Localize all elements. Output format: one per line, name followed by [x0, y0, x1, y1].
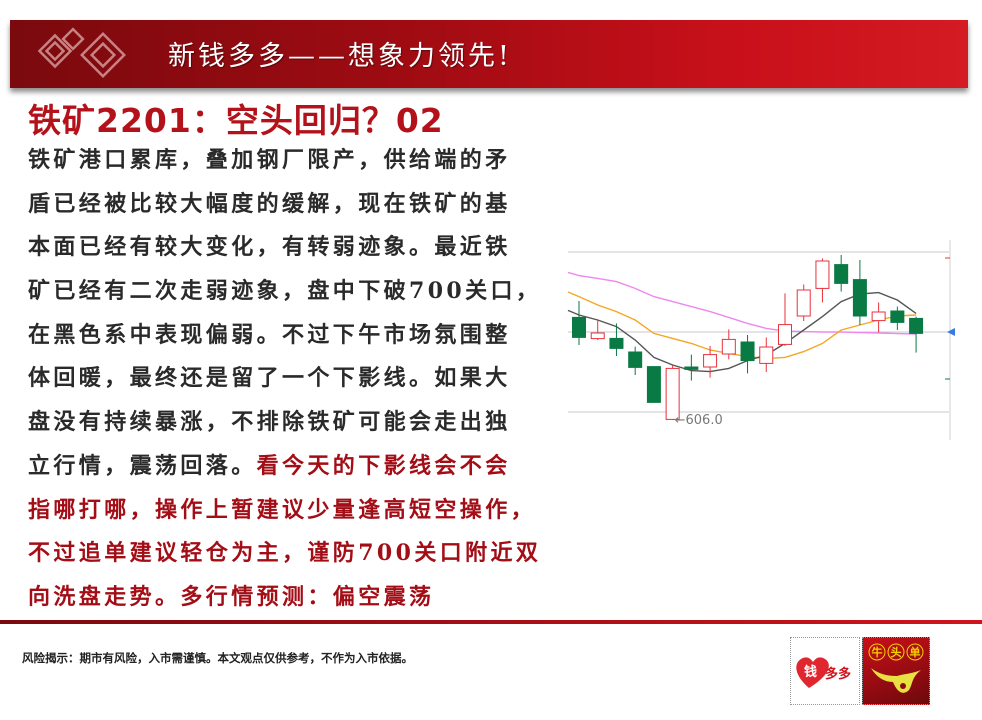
highlight-text: 向洗盘走势。多行情预测：偏空震荡: [28, 583, 435, 610]
text-line: 指哪打哪，操作上暂建议少量逢高短空操作，: [28, 493, 568, 537]
text-line: 矿已经有二次走弱迹象，盘中下破700关口，: [28, 274, 568, 318]
candle-body: [665, 367, 680, 420]
knot-pattern-logo: [37, 27, 126, 78]
body-text-segment: 在黑色系中表现偏弱。不过下午市场氛围整: [28, 321, 511, 348]
candlestick-chart: ←606.0: [567, 240, 955, 440]
article-body: 铁矿港口累库，叠加钢厂限产，供给端的矛 盾已经被比较大幅度的缓解，现在铁矿的基 本面…: [28, 143, 568, 624]
svg-text:单: 单: [910, 645, 921, 659]
candle-body: [703, 354, 718, 368]
body-text-segment: 铁矿港口累库，叠加钢厂限产，供给端的矛: [28, 147, 511, 173]
body-text-segment: 本面已经有较大变化，有转弱迹象。最近铁: [28, 234, 511, 261]
candle-body: [721, 338, 736, 355]
svg-text:钱: 钱: [804, 664, 817, 680]
header-banner: 新钱多多——想象力领先!: [10, 20, 968, 88]
svg-text:牛: 牛: [872, 645, 883, 659]
text-line: 立行情，震荡回落。看今天的下影线会不会: [28, 449, 568, 493]
svg-text:多多: 多多: [825, 666, 851, 682]
divider: [0, 620, 982, 624]
candle-body: [909, 317, 924, 334]
low-price-annotation: ←606.0: [675, 413, 723, 428]
candle-body: [834, 264, 849, 284]
candle-body: [590, 332, 605, 340]
risk-disclaimer: 风险揭示：期市有风险，入市需谨慎。本文观点仅供参考，不作为入市依据。: [22, 651, 413, 665]
candle-body: [684, 366, 699, 370]
candle-body: [852, 279, 867, 317]
body-text-segment: 立行情，震荡回落。: [28, 452, 257, 479]
candle-body: [890, 310, 905, 323]
text-line: 在黑色系中表现偏弱。不过下午市场氛围整: [28, 318, 568, 362]
text-line: 盾已经被比较大幅度的缓解，现在铁矿的基: [28, 187, 568, 231]
candle-body: [628, 351, 643, 368]
svg-text:头: 头: [891, 645, 902, 659]
text-line: 不过追单建议轻仓为主，谨防700关口附近双: [28, 536, 568, 580]
candle-body: [609, 337, 624, 349]
candle-body: [646, 366, 661, 403]
candle-body: [871, 311, 886, 322]
heart-logo-icon: 钱 多多: [796, 657, 851, 688]
body-text-segment: 矿已经有二次走弱迹象，盘中下破700关口，: [28, 278, 542, 305]
qianduoduo-logo: 钱 多多: [790, 637, 860, 705]
highlight-text: 指哪打哪，操作上暂建议少量逢高短空操作，: [28, 496, 537, 523]
text-line: 盘没有持续暴涨，不排除铁矿可能会走出独: [28, 405, 568, 449]
body-text-segment: 盘没有持续暴涨，不排除铁矿可能会走出独: [28, 409, 511, 436]
candle-body: [572, 316, 586, 338]
ma-mid-line: [567, 291, 917, 360]
highlight-text: 看今天的下影线会不会: [256, 452, 511, 479]
text-line: 铁矿港口累库，叠加钢厂限产，供给端的矛: [28, 143, 568, 187]
niutoudan-logo: 牛 头 单: [862, 637, 930, 705]
text-line: 体回暖，最终还是留了一个下影线。如果大: [28, 361, 568, 405]
highlight-text: 不过追单建议轻仓为主，谨防700关口附近双: [28, 540, 542, 567]
body-text-segment: 体回暖，最终还是留了一个下影线。如果大: [28, 365, 511, 392]
candle-body: [777, 324, 792, 345]
current-price-marker-icon: [947, 328, 955, 336]
candle-body: [759, 346, 774, 364]
candle-body: [796, 289, 811, 317]
candle-body: [740, 341, 755, 362]
text-line: 本面已经有较大变化，有转弱迹象。最近铁: [28, 230, 568, 274]
banner-title: 新钱多多——想象力领先!: [168, 41, 512, 72]
text-line: 向洗盘走势。多行情预测：偏空震荡: [28, 580, 568, 624]
body-text-segment: 盾已经被比较大幅度的缓解，现在铁矿的基: [28, 190, 511, 217]
ma-long-line: [567, 271, 917, 335]
candle-body: [815, 260, 830, 289]
page-title: 铁矿2201：空头回归？02: [28, 101, 444, 140]
bull-head-icon: 牛 头 单: [868, 643, 924, 693]
